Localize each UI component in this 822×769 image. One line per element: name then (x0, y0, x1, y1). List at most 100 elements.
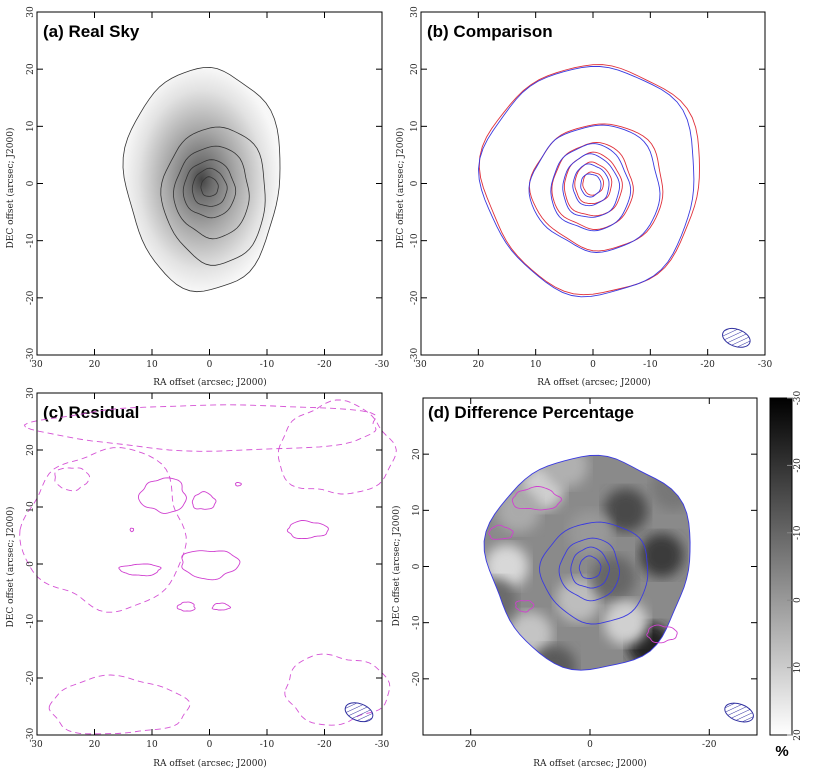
panel-real-sky: (a) Real Sky RA offset (arcsec; J2000) D… (5, 6, 390, 388)
x-tick-label: 0 (207, 740, 213, 750)
contour-observed (562, 153, 621, 218)
positive-residual-contour (234, 481, 242, 487)
x-tick-label: -20 (702, 740, 717, 750)
x-tick-label: 20 (89, 360, 101, 370)
y-tick-label: 20 (410, 63, 420, 75)
difference-image (484, 455, 691, 671)
plot-frame (36, 392, 383, 736)
x-tick-label: 0 (590, 360, 596, 370)
panel-residual: (c) Residual RA offset (arcsec; J2000) D… (5, 387, 397, 769)
x-tick-label: 0 (587, 740, 593, 750)
x-tick-label: -20 (700, 360, 715, 370)
contour-level (160, 126, 266, 266)
x-tick-label: -10 (643, 360, 658, 370)
contour-level (539, 521, 649, 625)
colorbar (769, 397, 793, 736)
contour-level (122, 66, 281, 293)
x-tick-label: -30 (758, 360, 773, 370)
y-tick-label: -10 (410, 233, 420, 248)
y-tick-label: -20 (410, 290, 420, 305)
contour-level (182, 159, 237, 219)
residual-overlay-contour (646, 624, 678, 644)
y-tick-label: -30 (26, 727, 36, 742)
y-tick-label: -10 (26, 613, 36, 628)
y-tick-label: 0 (26, 561, 36, 567)
y-tick-label: -10 (26, 233, 36, 248)
residual-overlay-contour (515, 600, 535, 613)
x-tick-label: 30 (415, 360, 427, 370)
positive-residual-contour (181, 550, 241, 581)
difference-patch (639, 533, 684, 578)
difference-patch (496, 488, 541, 533)
positive-residual-contour (191, 491, 217, 510)
positive-residual-contour (211, 602, 232, 611)
x-tick-label: -10 (260, 740, 275, 750)
x-tick-label: -20 (317, 740, 332, 750)
contour-model (478, 64, 700, 296)
beam-ellipse (724, 702, 754, 723)
negative-residual-contour (23, 404, 377, 452)
colorbar-tick-label: -10 (793, 525, 803, 540)
y-tick-label: 30 (410, 6, 420, 18)
panel-title: (d) Difference Percentage (428, 403, 634, 422)
y-tick-label: 30 (26, 387, 36, 399)
x-tick-label: -30 (375, 740, 390, 750)
panel-comparison: (b) Comparison RA offset (arcsec; J2000)… (395, 6, 773, 388)
colorbar-tick-label: 10 (793, 662, 803, 674)
y-tick-label: 0 (410, 180, 420, 186)
difference-patch (651, 465, 691, 510)
difference-patch (544, 455, 589, 488)
y-tick-label: -20 (26, 290, 36, 305)
colorbar-tick-label: -20 (793, 458, 803, 473)
contour-level (191, 167, 228, 207)
y-axis-label: DEC offset (arcsec; J2000) (5, 128, 16, 249)
panel-difference-percentage: (d) Difference Percentage RA offset (arc… (391, 390, 803, 769)
contour-model (528, 123, 664, 252)
y-tick-label: 10 (410, 120, 420, 132)
y-tick-label: 10 (26, 501, 36, 513)
contour-level (558, 537, 621, 602)
negative-residual-contour (277, 399, 397, 495)
y-axis-label: DEC offset (arcsec; J2000) (395, 128, 406, 249)
y-tick-label: 20 (412, 448, 422, 460)
contour-observed (580, 173, 602, 198)
x-tick-label: 10 (146, 740, 158, 750)
x-tick-label: 30 (31, 360, 43, 370)
positive-residual-contour (286, 520, 329, 540)
y-tick-label: -10 (412, 615, 422, 630)
y-tick-label: 20 (26, 63, 36, 75)
contour-observed (572, 163, 610, 207)
colorbar-unit: % (775, 743, 788, 760)
negative-residual-contour (48, 674, 191, 735)
contour-level (173, 145, 250, 240)
y-tick-label: 0 (412, 563, 422, 569)
x-axis-label: RA offset (arcsec; J2000) (533, 758, 647, 769)
difference-patch (603, 600, 648, 645)
x-tick-label: 30 (31, 740, 43, 750)
y-tick-label: 10 (26, 120, 36, 132)
residual-overlay-contour (488, 524, 514, 540)
x-tick-label: 20 (473, 360, 485, 370)
positive-residual-contour (176, 601, 196, 612)
y-tick-label: -30 (410, 347, 420, 362)
contour-level (570, 546, 610, 589)
contour-model (551, 141, 634, 230)
contour-level (578, 555, 602, 579)
x-tick-label: -20 (317, 360, 332, 370)
residual-overlay-contour (511, 486, 563, 511)
difference-patch (603, 488, 648, 533)
x-tick-label: 20 (465, 740, 477, 750)
panel-title: (b) Comparison (427, 22, 553, 41)
positive-residual-contour (129, 527, 135, 533)
negative-residual-contour (54, 467, 90, 492)
plot-frame (420, 11, 766, 356)
contour-observed (528, 124, 661, 253)
x-tick-label: -10 (260, 360, 275, 370)
difference-patch (484, 578, 517, 623)
colorbar-tick-label: -30 (793, 390, 803, 405)
contour-level (200, 176, 219, 197)
positive-residual-contour (137, 477, 187, 514)
x-axis-label: RA offset (arcsec; J2000) (537, 377, 651, 388)
colorbar-tick-label: 0 (793, 597, 803, 603)
